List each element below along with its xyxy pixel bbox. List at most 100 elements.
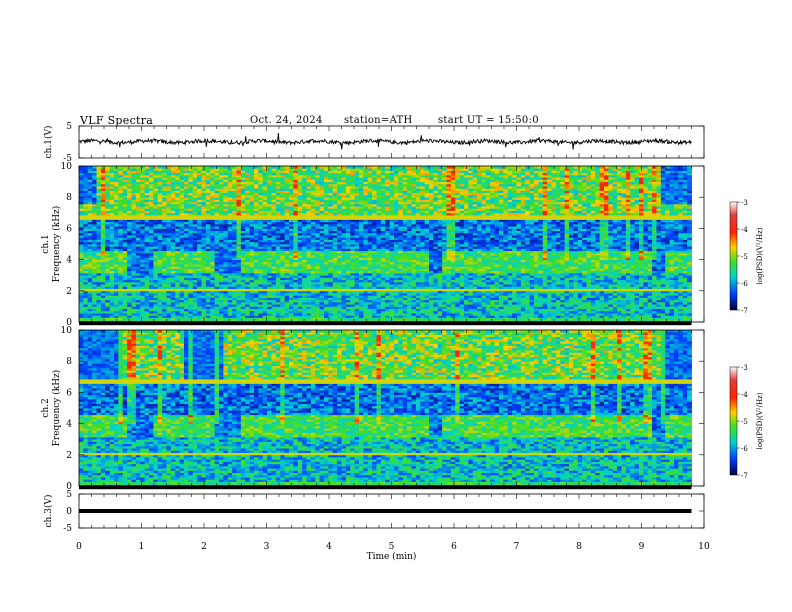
spectrogram-cell <box>127 315 132 318</box>
spectrogram-cell <box>297 286 303 289</box>
spectrogram-cell <box>354 210 360 214</box>
spectrogram-cell <box>367 239 373 243</box>
spectrogram-cell <box>223 228 229 232</box>
spectrogram-cell <box>328 228 334 232</box>
spectrogram-cell <box>131 192 137 196</box>
spectrogram-cell <box>367 261 373 265</box>
spectrogram-cell <box>372 310 377 314</box>
spectrogram-cell <box>337 232 342 236</box>
spectrogram-cell <box>302 237 307 240</box>
spectrogram-cell <box>271 228 277 232</box>
spectrogram-cell <box>254 306 259 310</box>
spectrogram-cell <box>223 172 229 176</box>
figure-title: VLF Spectra <box>80 114 153 127</box>
spectrogram-cell <box>380 230 386 234</box>
spectrogram-cell <box>144 270 150 274</box>
spectrogram-cell <box>350 261 356 265</box>
spectrogram-cell <box>201 237 207 240</box>
spectrogram-cell <box>122 286 128 289</box>
spectrogram-cell <box>306 239 312 243</box>
spectrogram-cell <box>350 179 356 182</box>
spectrogram-cell <box>135 181 141 185</box>
spectrogram-cell <box>83 237 89 240</box>
spectrogram-cell <box>96 301 102 305</box>
spectrogram-cell <box>179 203 185 207</box>
spectrogram-cell <box>219 290 224 294</box>
spectrogram-cell <box>245 206 251 209</box>
spectrogram-cell <box>284 261 290 265</box>
spectrogram-cell <box>188 250 194 254</box>
spectrogram-cell <box>96 319 102 323</box>
spectrogram-cell <box>367 168 373 171</box>
spectrogram-cell <box>214 279 220 283</box>
spectrogram-cell <box>315 295 321 298</box>
spectrogram-cell <box>315 288 321 292</box>
spectrogram-cell <box>122 310 128 314</box>
spectrogram-cell <box>363 237 369 240</box>
spectrogram-cell <box>315 166 321 169</box>
spectrogram-cell <box>275 192 281 196</box>
spectrogram-cell <box>254 279 259 283</box>
spectrogram-cell <box>205 266 211 269</box>
spectrogram-cell <box>271 272 277 276</box>
spectrogram-cell <box>236 228 242 232</box>
spectrogram-cell <box>170 308 176 312</box>
spectrogram-cell <box>162 261 167 265</box>
spectrogram-cell <box>297 235 303 238</box>
spectrogram-cell <box>214 299 220 303</box>
spectrogram-cell <box>79 301 84 305</box>
spectrogram-cell <box>179 319 185 323</box>
spectrogram-cell <box>114 217 119 220</box>
spectrogram-cell <box>376 206 382 209</box>
spectrogram-cell <box>332 237 338 240</box>
spectrogram-cell <box>140 261 146 265</box>
spectrogram-cell <box>96 241 102 245</box>
spectrogram-cell <box>324 239 329 243</box>
spectrogram-cell <box>354 286 360 289</box>
spectrogram-cell <box>376 297 382 301</box>
spectrogram-cell <box>385 286 391 289</box>
spectrogram-cell <box>284 194 290 198</box>
spectrogram-cell <box>188 215 194 218</box>
spectrogram-cell <box>359 190 364 194</box>
spectrogram-cell <box>118 172 124 176</box>
spectrogram-cell <box>157 252 163 256</box>
spectrogram-cell <box>135 228 141 232</box>
spectrogram-cell <box>385 179 391 182</box>
spectrogram-cell <box>105 215 111 218</box>
spectrogram-cell <box>350 250 356 254</box>
spectrogram-cell <box>122 217 128 220</box>
spectrogram-cell <box>289 206 294 209</box>
spectrogram-cell <box>258 221 264 225</box>
spectrogram-cell <box>367 290 373 294</box>
spectrogram-cell <box>214 275 220 278</box>
spectrogram-cell <box>175 257 181 260</box>
spectrogram-cell <box>210 297 216 301</box>
spectrogram-cell <box>214 301 220 305</box>
spectrogram-cell <box>170 166 176 169</box>
spectrogram-cell <box>240 317 246 321</box>
spectrogram-cell <box>214 272 220 276</box>
spectrogram-cell <box>153 297 159 301</box>
spectrogram-cell <box>271 190 277 194</box>
spectrogram-cell <box>197 174 202 178</box>
spectrogram-cell <box>135 183 141 187</box>
spectrogram-cell <box>175 237 181 240</box>
spectrogram-cell <box>359 288 364 292</box>
spectrogram-cell <box>232 299 237 303</box>
spectrogram-cell <box>345 192 351 196</box>
spectrogram-cell <box>254 170 259 174</box>
spectrogram-cell <box>149 168 154 171</box>
spectrogram-cell <box>114 190 119 194</box>
spectrogram-cell <box>319 279 325 283</box>
spectrogram-cell <box>166 237 172 240</box>
spectrogram-cell <box>345 219 351 223</box>
spectrogram-cell <box>109 259 115 263</box>
spectrogram-cell <box>275 306 281 310</box>
spectrogram-cell <box>127 319 132 323</box>
spectrogram-cell <box>380 248 386 252</box>
spectrogram-cell <box>214 186 220 189</box>
spectrogram-cell <box>328 181 334 185</box>
spectrogram-cell <box>297 293 303 296</box>
spectrogram-cell <box>376 215 382 218</box>
